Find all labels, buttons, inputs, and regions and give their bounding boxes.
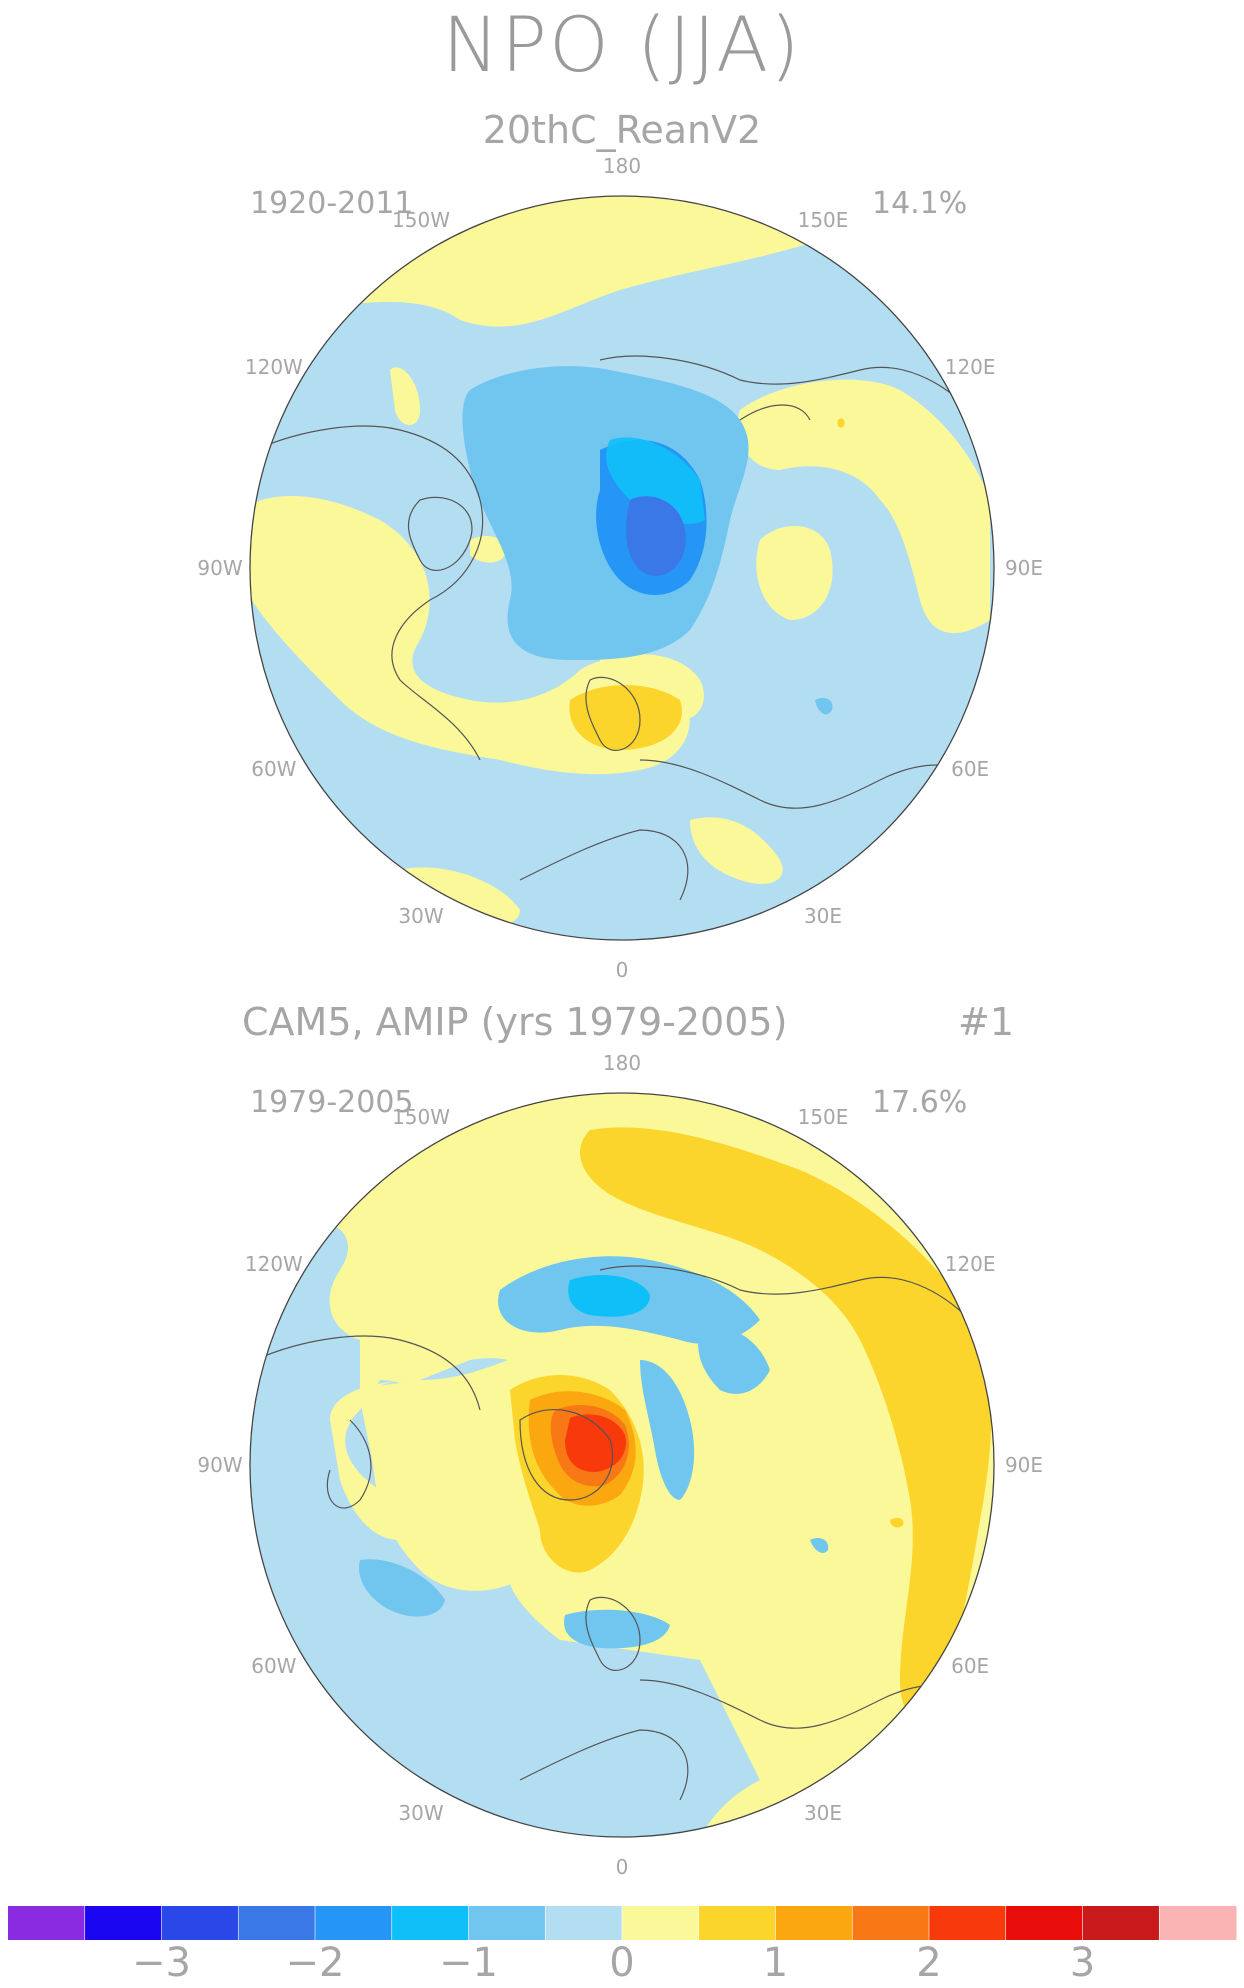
coastlines-top <box>254 355 981 901</box>
anomaly-positive-strong <box>890 1517 904 1528</box>
colorbar-swatch <box>852 1906 930 1940</box>
anomaly-positive-region <box>470 535 506 563</box>
anomaly-positive-region <box>360 1380 556 1591</box>
longitude-label: 120E <box>944 355 996 379</box>
longitude-label: 120W <box>244 1252 303 1276</box>
bottom-years: 1979-2005 <box>250 1085 414 1120</box>
anomaly-negative-strong <box>626 496 686 576</box>
anomaly-positive-region <box>690 817 783 884</box>
anomaly-negative-strong <box>568 1275 650 1317</box>
anomaly-negative-region <box>698 1327 770 1394</box>
longitude-label: 60W <box>251 757 297 781</box>
longitude-label: 90E <box>1004 1453 1044 1477</box>
anomaly-positive-strong <box>837 418 845 428</box>
anomaly-positive-region <box>250 196 994 330</box>
anomaly-negative-region <box>359 1559 445 1617</box>
longitude-label: 90E <box>1004 556 1044 580</box>
bottom-tag: #1 <box>958 1000 1015 1044</box>
colorbar-swatch <box>8 1906 86 1940</box>
anomaly-positive-region <box>756 526 833 620</box>
colorbar-swatch <box>698 1906 776 1940</box>
colorbar-swatch <box>391 1906 469 1940</box>
longitude-label: 90W <box>197 556 243 580</box>
colorbar-tick-label: −1 <box>439 1940 498 1986</box>
longitude-label: 180 <box>602 1051 642 1075</box>
longitude-label: 0 <box>615 958 629 982</box>
colorbar-tick-label: 3 <box>1069 1940 1096 1986</box>
anomaly-negative-region <box>810 1538 829 1553</box>
colorbar-swatch <box>775 1906 853 1940</box>
colorbar-swatch <box>238 1906 316 1940</box>
top-variance: 14.1% <box>872 186 968 221</box>
longitude-label: 150W <box>392 1104 450 1129</box>
figure-title: NPO (JJA) <box>442 0 802 89</box>
colorbar-tick-label: 2 <box>916 1940 942 1986</box>
colorbar-swatch <box>545 1906 623 1940</box>
colorbar-tick-label: −2 <box>285 1940 345 1986</box>
anomaly-positive-strong <box>580 1127 992 1718</box>
anomaly-negative-region <box>815 698 833 715</box>
colorbar-tick-label: 0 <box>609 1940 635 1986</box>
colorbar-swatch <box>1082 1906 1160 1940</box>
bottom-subtitle: CAM5, AMIP (yrs 1979-2005) <box>242 1000 788 1044</box>
longitude-label: 30E <box>803 1801 843 1826</box>
anomaly-positive-strong <box>565 1414 626 1472</box>
longitude-label: 120W <box>244 355 303 379</box>
longitude-label: 60E <box>951 757 990 781</box>
longitude-label: 180 <box>602 154 642 178</box>
coastlines-bottom <box>254 1265 981 1801</box>
colorbar-swatch <box>1159 1906 1237 1940</box>
colorbar-tick-label: 1 <box>762 1940 789 1986</box>
longitude-label: 150E <box>797 1104 849 1129</box>
colorbar <box>8 1906 1237 1940</box>
map-top-border <box>249 195 995 941</box>
longitude-label: 150W <box>392 207 450 232</box>
colorbar-swatch <box>315 1906 393 1940</box>
longitude-label: 60W <box>251 1654 297 1678</box>
longitude-label: 30W <box>398 1801 444 1826</box>
longitude-label: 90W <box>197 1453 243 1477</box>
anomaly-negative-strong <box>606 437 705 524</box>
colorbar-tick-label: −3 <box>132 1940 191 1986</box>
map-top <box>250 196 994 940</box>
longitude-label: 30E <box>803 904 843 929</box>
anomaly-positive-region <box>390 367 420 425</box>
colorbar-swatch <box>1005 1906 1083 1940</box>
bottom-variance: 17.6% <box>872 1085 968 1120</box>
colorbar-swatch <box>929 1906 1007 1940</box>
colorbar-swatch <box>84 1906 162 1940</box>
longitude-label: 0 <box>615 1855 629 1879</box>
longitude-label: 120E <box>944 1252 996 1276</box>
colorbar-swatch <box>622 1906 700 1940</box>
longitude-label: 30W <box>398 904 444 929</box>
map-bottom-border <box>249 1092 995 1838</box>
top-subtitle: 20thC_ReanV2 <box>482 108 762 152</box>
colorbar-swatch <box>468 1906 546 1940</box>
longitude-label: 150E <box>797 207 849 232</box>
map-bottom <box>250 1093 994 1837</box>
anomaly-negative-region <box>640 1360 695 1500</box>
anomaly-positive-region <box>737 379 990 634</box>
longitude-label: 60E <box>951 1654 990 1678</box>
top-years: 1920-2011 <box>250 186 414 221</box>
colorbar-swatch <box>161 1906 239 1940</box>
